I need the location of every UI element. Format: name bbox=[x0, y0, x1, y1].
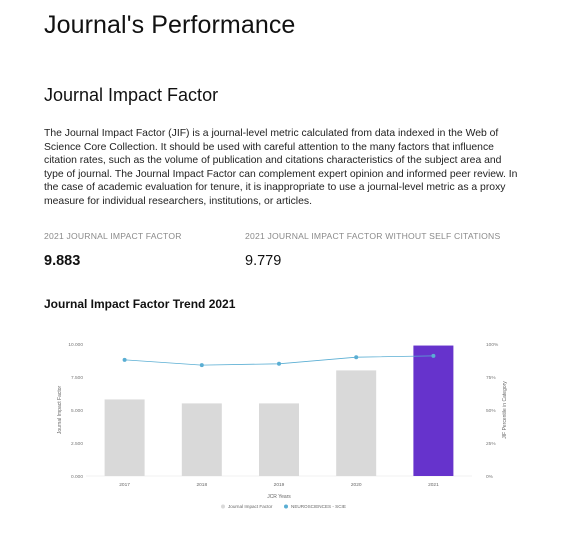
page-title: Journal's Performance bbox=[44, 11, 296, 39]
x-tick-label: 2019 bbox=[274, 482, 285, 488]
metric-jif-no-self: 2021 JOURNAL IMPACT FACTOR WITHOUT SELF … bbox=[245, 231, 500, 269]
bar-2017 bbox=[104, 399, 145, 476]
metric-jif-no-self-label: 2021 JOURNAL IMPACT FACTOR WITHOUT SELF … bbox=[245, 231, 501, 241]
percentile-point-2021 bbox=[431, 353, 436, 358]
legend-line-label: NEUROSCIENCES - SCIE bbox=[291, 504, 346, 509]
x-tick-label: 2020 bbox=[351, 482, 362, 488]
bar-2021 bbox=[413, 345, 454, 476]
bar-2018 bbox=[181, 403, 222, 476]
legend-bar-swatch bbox=[221, 504, 225, 509]
section-title: Journal Impact Factor bbox=[44, 85, 219, 105]
x-axis-title: JCR Years bbox=[267, 494, 291, 500]
percentile-point-2019 bbox=[277, 361, 281, 366]
y2-tick-label: 25% bbox=[486, 441, 496, 447]
bar-2019 bbox=[259, 403, 299, 476]
percentile-point-2020 bbox=[354, 355, 359, 360]
y-tick-label: 5.000 bbox=[71, 408, 83, 414]
y-tick-label: 7.500 bbox=[71, 375, 83, 381]
legend-line-swatch bbox=[284, 504, 288, 509]
chart-title: Journal Impact Factor Trend 2021 bbox=[44, 297, 236, 311]
y2-tick-label: 50% bbox=[486, 408, 496, 414]
metric-jif-label: 2021 JOURNAL IMPACT FACTOR bbox=[44, 231, 182, 241]
percentile-point-2017 bbox=[122, 357, 127, 362]
y2-axis-title: JIF Percentile in Category bbox=[502, 381, 508, 439]
legend-bar-label: Journal Impact Factor bbox=[228, 504, 273, 509]
y-tick-label: 0.000 bbox=[71, 474, 83, 480]
x-tick-label: 2018 bbox=[196, 482, 207, 488]
metric-jif: 2021 JOURNAL IMPACT FACTOR 9.883 bbox=[44, 231, 182, 269]
bar-2020 bbox=[336, 370, 377, 476]
jif-trend-chart: 0.000 2.500 5.000 7.500 10.000 0% 25% 50% 75% 100… bbox=[57, 342, 508, 509]
metric-jif-no-self-value: 9.779 bbox=[245, 253, 282, 269]
y2-tick-label: 75% bbox=[486, 375, 496, 381]
y-tick-label: 2.500 bbox=[71, 441, 83, 447]
x-tick-label: 2021 bbox=[428, 482, 439, 488]
y2-tick-label: 100% bbox=[486, 342, 499, 348]
y2-tick-label: 0% bbox=[486, 474, 494, 480]
y-axis-title: Journal Impact Factor bbox=[57, 385, 63, 434]
metric-jif-value: 9.883 bbox=[44, 253, 81, 269]
jif-description: The Journal Impact Factor (JIF) is a jou… bbox=[44, 128, 518, 207]
x-tick-label: 2017 bbox=[119, 482, 130, 488]
y-tick-label: 10.000 bbox=[68, 342, 83, 348]
percentile-point-2018 bbox=[199, 363, 204, 368]
